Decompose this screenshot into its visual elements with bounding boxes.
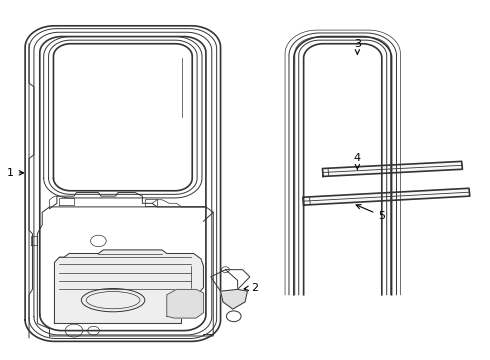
Text: 2: 2 [244, 283, 258, 293]
Polygon shape [54, 250, 203, 323]
Polygon shape [220, 289, 247, 309]
Text: 1: 1 [7, 168, 24, 178]
Text: 3: 3 [354, 39, 361, 54]
Text: 5: 5 [356, 204, 385, 221]
Polygon shape [167, 289, 203, 318]
Text: 4: 4 [354, 153, 361, 169]
Polygon shape [322, 161, 463, 176]
Polygon shape [303, 188, 470, 205]
